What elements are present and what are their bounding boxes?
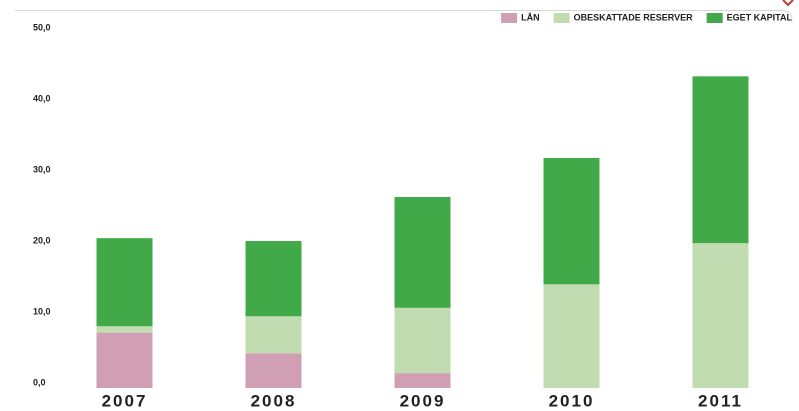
bar-segment (245, 241, 302, 317)
x-tick-label: 2011 (698, 391, 743, 410)
y-tick-label: 50,0 (33, 22, 51, 32)
legend-swatch (706, 13, 723, 23)
legend-label: OBESKATTADE RESERVER (574, 12, 694, 22)
legend-swatch (553, 13, 570, 23)
bar-segment (543, 284, 600, 388)
bar-segment (245, 316, 302, 354)
bar-segment (692, 243, 749, 388)
legend-label: EGET KAPITAL (727, 12, 793, 22)
bar-segment (96, 332, 153, 388)
bar-segment (96, 238, 153, 327)
bar-segment (394, 197, 451, 308)
frame (15, 10, 793, 21)
bar-segment (96, 326, 153, 333)
y-tick-label: 0,0 (33, 377, 46, 387)
y-tick-label: 30,0 (33, 164, 51, 174)
bar-segment (543, 157, 600, 285)
bar-segment (394, 373, 451, 388)
x-tick-label: 2008 (251, 391, 297, 410)
x-tick-label: 2007 (102, 391, 148, 410)
y-tick-label: 40,0 (33, 93, 51, 103)
corner-icon (782, 0, 794, 7)
y-tick-label: 20,0 (33, 235, 51, 245)
legend-swatch (501, 13, 518, 23)
x-tick-label: 2009 (400, 391, 446, 410)
bar-segment (245, 353, 302, 388)
bar-segment (692, 76, 749, 244)
y-tick-label: 10,0 (33, 306, 51, 316)
bar-segment (394, 307, 451, 374)
legend-label: LÅN (521, 12, 540, 22)
x-tick-label: 2010 (549, 391, 595, 410)
